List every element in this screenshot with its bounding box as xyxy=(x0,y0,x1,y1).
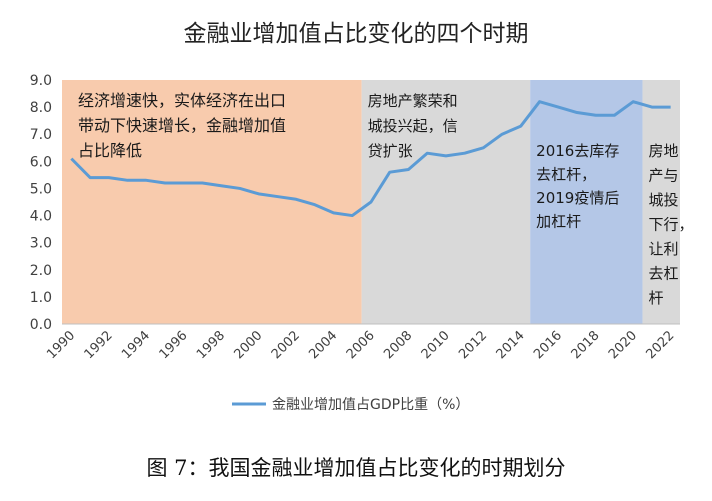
y-tick-label: 1.0 xyxy=(30,290,52,306)
period-label-4-line-1: 房地 xyxy=(649,142,679,160)
period-label-4-line-3: 城投 xyxy=(649,191,679,209)
x-tick-label: 2000 xyxy=(231,328,265,362)
period-band-3 xyxy=(530,80,643,324)
x-tick-label: 2020 xyxy=(606,328,640,362)
period-label-3-line-1: 2016去库存 xyxy=(536,142,619,160)
period-label-3-line-3: 2019疫情后 xyxy=(536,189,619,207)
period-label-4-line-4: 下行， xyxy=(649,216,694,234)
y-tick-label: 8.0 xyxy=(30,100,52,116)
period-label-1-line-2: 带动下快速增长，金融增加值 xyxy=(78,116,286,135)
y-tick-label: 2.0 xyxy=(30,263,52,279)
period-label-3-line-4: 加杠杆 xyxy=(536,213,581,231)
x-tick-label: 1992 xyxy=(82,328,116,362)
period-band-1 xyxy=(62,80,362,324)
x-tick-label: 2010 xyxy=(419,328,453,362)
y-tick-label: 0.0 xyxy=(30,317,52,333)
legend: 金融业增加值占GDP比重（%） xyxy=(232,397,469,413)
x-axis-ticks: 1990 1992 1994 1996 1998 2000 2002 2004 2006 2008… xyxy=(44,328,677,362)
y-tick-label: 4.0 xyxy=(30,209,52,225)
y-axis-ticks: 0.0 1.0 2.0 3.0 4.0 5.0 6.0 7.0 8.0 9.0 xyxy=(30,73,52,333)
period-label-1-line-3: 占比降低 xyxy=(78,141,142,160)
x-tick-label: 2002 xyxy=(269,328,303,362)
period-label-4-line-7: 杆 xyxy=(649,289,664,307)
x-tick-label: 2006 xyxy=(344,328,378,362)
x-tick-label: 1998 xyxy=(194,328,228,362)
x-tick-label: 2012 xyxy=(456,328,490,362)
period-label-1-line-1: 经济增速快，实体经济在出口 xyxy=(78,91,286,110)
period-band-2 xyxy=(361,80,531,324)
period-label-4-line-2: 产与 xyxy=(649,167,679,185)
period-band-4 xyxy=(642,80,680,324)
x-tick-label: 1990 xyxy=(44,328,78,362)
period-label-2-line-1: 房地产繁荣和 xyxy=(368,92,458,110)
x-tick-label: 2014 xyxy=(494,328,528,362)
x-tick-label: 2022 xyxy=(643,328,677,362)
y-tick-label: 6.0 xyxy=(30,154,52,170)
y-tick-label: 7.0 xyxy=(30,127,52,143)
chart-title: 金融业增加值占比变化的四个时期 xyxy=(183,21,529,47)
period-label-4-line-6: 去杠 xyxy=(649,265,679,283)
period-label-2-line-3: 贷扩张 xyxy=(368,142,413,160)
x-tick-label: 2004 xyxy=(306,328,340,362)
x-tick-label: 1994 xyxy=(119,328,153,362)
period-label-4-line-5: 让利 xyxy=(649,240,679,258)
x-tick-label: 2008 xyxy=(381,328,415,362)
figure-caption: 图 7：我国金融业增加值占比变化的时期划分 xyxy=(146,456,566,480)
x-tick-label: 2018 xyxy=(569,328,603,362)
period-label-2-line-2: 城投兴起，信 xyxy=(368,117,458,135)
x-tick-label: 1996 xyxy=(157,328,191,362)
x-tick-label: 2016 xyxy=(531,328,565,362)
y-tick-label: 5.0 xyxy=(30,181,52,197)
series-line xyxy=(70,100,671,218)
y-tick-label: 3.0 xyxy=(30,236,52,252)
y-tick-label: 9.0 xyxy=(30,73,52,89)
period-label-3-line-2: 去杠杆， xyxy=(536,166,596,184)
period-bands xyxy=(62,80,680,324)
legend-label: 金融业增加值占GDP比重（%） xyxy=(272,397,469,413)
